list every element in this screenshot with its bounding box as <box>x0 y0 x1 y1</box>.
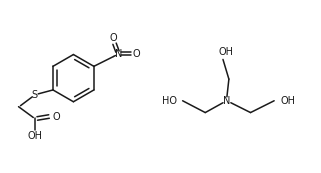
Text: OH: OH <box>280 96 295 106</box>
Text: HO: HO <box>162 96 177 106</box>
Text: S: S <box>31 90 37 100</box>
Text: OH: OH <box>28 131 43 141</box>
Text: N: N <box>223 96 230 106</box>
Text: O: O <box>52 112 60 121</box>
Text: N: N <box>115 49 122 58</box>
Text: O: O <box>110 33 117 43</box>
Text: OH: OH <box>218 47 233 57</box>
Text: O: O <box>132 49 140 58</box>
